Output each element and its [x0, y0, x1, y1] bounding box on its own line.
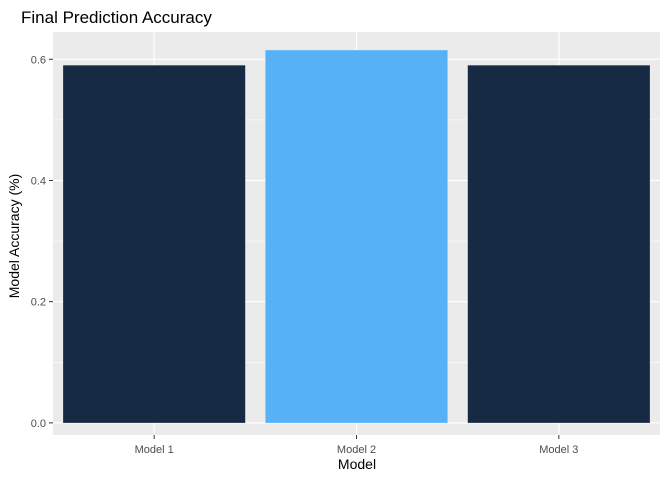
- bar-model-1: [63, 65, 246, 423]
- x-axis-title: Model: [338, 456, 376, 472]
- y-tick-label: 0.0: [31, 418, 46, 430]
- y-axis-title: Model Accuracy (%): [6, 174, 22, 298]
- x-tick-label: Model 3: [539, 444, 578, 456]
- y-axis: 0.0 0.2 0.4 0.6: [31, 54, 53, 430]
- x-tick-label: Model 1: [135, 444, 174, 456]
- x-tick-label: Model 2: [337, 444, 376, 456]
- bars: [63, 50, 650, 423]
- chart-title: Final Prediction Accuracy: [21, 8, 212, 27]
- bar-model-3: [467, 65, 650, 423]
- bar-model-2: [265, 50, 448, 423]
- y-tick-label: 0.2: [31, 297, 46, 309]
- y-tick-label: 0.6: [31, 54, 46, 66]
- y-tick-label: 0.4: [31, 175, 46, 187]
- x-axis: Model 1 Model 2 Model 3: [135, 435, 578, 456]
